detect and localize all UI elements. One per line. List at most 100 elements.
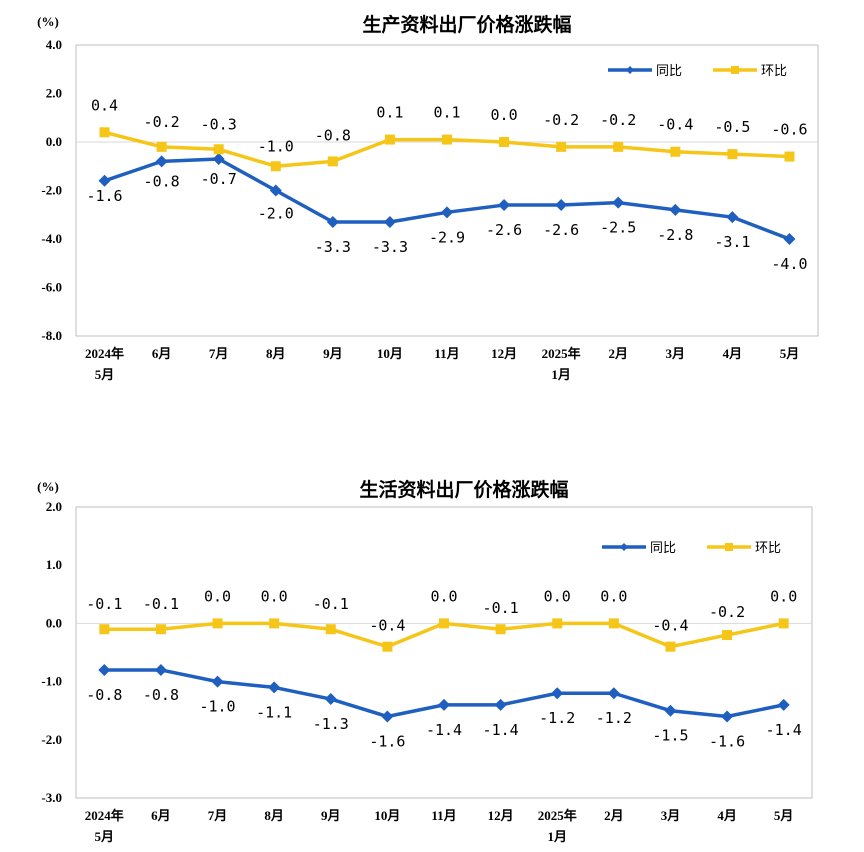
data-label: -1.2 <box>539 709 575 727</box>
series-mom: 0.4 -0.2 -0.3 -1.0 -0.8 0.1 0.1 0.0 -0.2 -0.2 -0.4… <box>91 96 808 172</box>
data-label: 0.4 <box>91 96 118 114</box>
data-point-marker <box>381 710 394 723</box>
series-yoy: -0.8 -0.8 -1.0 -1.1 -1.3 -1.6 -1.4 -1.4 -1.2 -1.2… <box>86 663 802 751</box>
series-yoy: -1.6 -0.8 -0.7 -2.0 -3.3 -3.3 -2.9 -2.6 -2.6 -2.5… <box>86 152 808 273</box>
data-label: -1.0 <box>258 137 294 155</box>
data-point-marker <box>494 698 507 711</box>
data-point-marker <box>722 630 733 641</box>
data-point-marker <box>612 196 625 209</box>
legend-swatch-marker <box>620 543 628 551</box>
data-label: -2.0 <box>258 205 294 223</box>
data-label: -1.5 <box>652 727 688 745</box>
data-point-marker <box>778 618 789 629</box>
data-label: -2.6 <box>486 221 522 239</box>
data-label: -2.6 <box>543 221 579 239</box>
x-tick-label: 4月 <box>723 346 743 361</box>
x-tick-label: 11月 <box>431 808 456 823</box>
data-point-marker <box>155 624 166 635</box>
data-point-marker <box>726 211 739 224</box>
data-label: -0.7 <box>201 170 237 188</box>
data-point-marker <box>556 141 567 152</box>
data-point-marker <box>783 233 796 245</box>
data-label: -0.6 <box>771 121 807 139</box>
chart-consumer-goods: 生活资料出厂价格涨跌幅 (%) 2.0 1.0 0.0 -1.0 -2.0 -3.0 2024年… <box>37 478 813 844</box>
data-label: 0.0 <box>544 587 571 605</box>
x-tick-label: 2月 <box>608 346 628 361</box>
data-point-marker <box>721 710 734 723</box>
legend-label: 同比 <box>650 541 676 556</box>
data-label: -0.8 <box>144 172 180 190</box>
data-label: -2.5 <box>600 219 636 237</box>
data-point-marker <box>498 199 511 212</box>
data-point-marker <box>99 624 110 635</box>
data-point-marker <box>499 137 510 147</box>
data-label: -3.1 <box>714 233 750 251</box>
data-point-marker <box>268 681 281 694</box>
data-point-marker <box>269 618 280 629</box>
data-label: -0.3 <box>201 115 237 133</box>
data-label: -3.3 <box>372 238 408 256</box>
data-label: 0.0 <box>600 587 627 605</box>
legend-label: 环比 <box>761 64 787 79</box>
data-point-marker <box>608 618 619 629</box>
data-point-marker <box>670 146 681 157</box>
data-label: 0.1 <box>376 104 403 122</box>
y-tick-label: -3.0 <box>41 790 62 805</box>
x-tick-label: 6月 <box>151 808 171 823</box>
chart-title: 生产资料出厂价格涨跌幅 <box>362 13 571 36</box>
data-label: -3.3 <box>315 238 351 256</box>
x-tick-label: 5月 <box>95 829 115 844</box>
x-tick-label: 5月 <box>95 367 115 382</box>
legend-swatch-marker <box>725 543 733 551</box>
data-point-marker <box>270 161 281 172</box>
data-point-marker <box>327 156 338 167</box>
data-point-marker <box>669 203 682 216</box>
data-label: -0.8 <box>315 126 351 144</box>
legend: 同比 环比 <box>608 64 787 79</box>
data-label: 0.0 <box>261 587 288 605</box>
data-label: -0.5 <box>714 118 750 136</box>
data-label: -0.4 <box>657 116 693 134</box>
data-point-marker <box>552 618 563 629</box>
x-tick-label: 1月 <box>547 829 567 844</box>
data-label: -1.1 <box>256 703 292 721</box>
data-point-marker <box>98 663 111 676</box>
data-label: -0.1 <box>313 595 349 613</box>
data-label: -0.2 <box>709 603 745 621</box>
data-label: -0.1 <box>143 595 179 613</box>
data-label: -1.0 <box>199 698 235 716</box>
x-tick-label: 4月 <box>717 808 737 823</box>
data-point-marker <box>555 199 568 212</box>
data-label: -1.4 <box>483 721 519 739</box>
data-point-marker <box>156 141 167 152</box>
data-point-marker <box>98 174 111 187</box>
legend-label: 同比 <box>656 64 682 79</box>
data-point-marker <box>442 134 452 145</box>
y-tick-label: 0.0 <box>46 615 62 630</box>
plot-frame <box>75 506 813 799</box>
data-point-marker <box>213 144 224 155</box>
data-point-marker <box>441 206 453 219</box>
y-tick-label: 2.0 <box>46 86 62 101</box>
x-tick-label: 7月 <box>208 808 228 823</box>
data-label: -1.6 <box>709 733 745 751</box>
data-point-marker <box>212 152 225 165</box>
data-point-marker <box>211 675 224 688</box>
data-point-marker <box>665 641 676 652</box>
plot-frame <box>75 44 819 337</box>
data-point-marker <box>212 618 223 629</box>
data-point-marker <box>727 149 738 160</box>
y-tick-label: -6.0 <box>41 280 62 295</box>
data-label: 0.0 <box>491 106 518 124</box>
x-tick-label: 2025年 <box>542 346 581 361</box>
x-tick-label: 7月 <box>209 346 229 361</box>
data-point-marker <box>439 618 449 629</box>
data-label: -0.4 <box>652 617 688 635</box>
x-tick-label: 9月 <box>323 346 343 361</box>
data-point-marker <box>155 155 168 168</box>
chart-production-materials: 生产资料出厂价格涨跌幅 (%) 4.0 2.0 0.0 -2.0 -4.0 -6.0 -8.0 2… <box>37 13 819 382</box>
data-label: -2.8 <box>657 226 693 244</box>
x-tick-label: 1月 <box>551 367 571 382</box>
data-label: 0.1 <box>433 104 460 122</box>
y-tick-label: 0.0 <box>46 134 62 149</box>
